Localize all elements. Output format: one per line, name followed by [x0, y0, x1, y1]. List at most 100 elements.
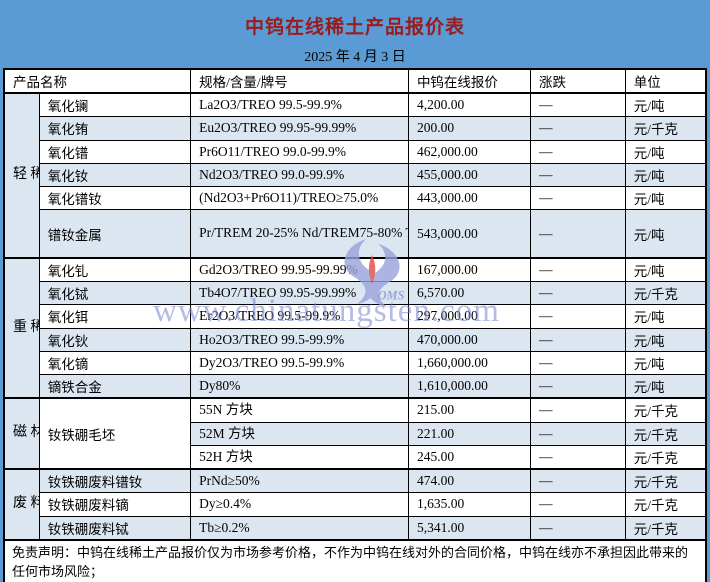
col-header-change: 涨跌 [529, 68, 626, 94]
price-cell: 1,635.00 [407, 492, 531, 517]
unit-cell: 元/吨 [624, 350, 707, 376]
unit-cell: 元/千克 [624, 468, 707, 494]
unit-cell: 元/千克 [624, 421, 707, 446]
product-name-cell: 钕铁硼毛坯 [38, 397, 192, 470]
product-name-cell: 钕铁硼废料镨钕 [38, 468, 192, 494]
spec-cell: Nd2O3/TREO 99.0-99.9% [190, 162, 409, 188]
table-row: 氧化钕 Nd2O3/TREO 99.0-99.9% 455,000.00— 元/吨 [4, 162, 707, 188]
unit-cell: 元/吨 [624, 185, 707, 211]
category-cell: 废 料 [3, 468, 40, 541]
unit-cell: 元/千克 [624, 444, 707, 470]
price-cell: 200.00 [407, 116, 531, 141]
table-row: 氧化镨钕 (Nd2O3+Pr6O11)/TREO≥75.0% 443,000.00—… [4, 185, 707, 211]
spec-cell: Tb≥0.2% [190, 515, 409, 541]
price-cell: 245.00 [407, 444, 531, 470]
change-cell: — [529, 116, 626, 141]
change-cell: — [529, 304, 626, 329]
table-row: 氧化铕 Eu2O3/TREO 99.95-99.99% 200.00— 元/千克 [4, 116, 707, 141]
product-name-cell: 氧化钆 [38, 256, 192, 282]
product-name-cell: 氧化钬 [38, 327, 192, 352]
spec-cell: 52M 方块 [190, 421, 409, 446]
change-cell: — [529, 421, 626, 446]
table-row: 氧化镝 Dy2O3/TREO 99.5-99.9% 1,660,000.00— 元/吨 [4, 350, 707, 376]
category-cell: 重 稀 土 [3, 256, 40, 399]
category-cell: 轻 稀 土 [3, 92, 40, 259]
unit-cell: 元/吨 [624, 92, 707, 118]
price-cell: 215.00 [407, 397, 531, 423]
unit-cell: 元/吨 [624, 139, 707, 164]
price-cell: 167,000.00 [407, 256, 531, 282]
product-name-cell: 氧化镨钕 [38, 185, 192, 211]
price-cell: 443,000.00 [407, 185, 531, 211]
col-header-spec: 规格/含量/牌号 [190, 68, 409, 94]
unit-cell: 元/吨 [624, 374, 707, 399]
price-cell: 462,000.00 [407, 139, 531, 164]
product-name-cell: 钕铁硼废料铽 [38, 515, 192, 541]
spec-cell: Gd2O3/TREO 99.95-99.99% [190, 256, 409, 282]
product-name-cell: 氧化镝 [38, 350, 192, 376]
table-row: 氧化铒 Er2O3/TREO 99.5-99.9% 297,000.00— 元/吨 [4, 304, 707, 329]
change-cell: — [529, 327, 626, 352]
price-cell: 543,000.00 [407, 209, 531, 259]
col-header-unit: 单位 [624, 68, 707, 94]
change-cell: — [529, 185, 626, 211]
change-cell: — [529, 468, 626, 494]
spec-cell: 52H 方块 [190, 444, 409, 470]
change-cell: — [529, 256, 626, 282]
table-row: 钕铁硼废料镝 Dy≥0.4% 1,635.00— 元/千克 [4, 492, 707, 517]
unit-cell: 元/吨 [624, 209, 707, 259]
spec-cell: 55N 方块 [190, 397, 409, 423]
table-row: 镝铁合金 Dy80% 1,610,000.00— 元/吨 [4, 374, 707, 399]
price-cell: 470,000.00 [407, 327, 531, 352]
unit-cell: 元/千克 [624, 397, 707, 423]
price-cell: 5,341.00 [407, 515, 531, 541]
table-row: 重 稀 土氧化钆Gd2O3/TREO 99.95-99.99%167,000.0… [3, 256, 707, 399]
product-name-cell: 氧化铒 [38, 304, 192, 329]
spec-cell: PrNd≥50% [190, 468, 409, 494]
unit-cell: 元/吨 [624, 327, 707, 352]
price-table-container: 产品名称 规格/含量/牌号 中钨在线报价 涨跌 单位 轻 稀 土氧化镧La2O3… [3, 68, 707, 582]
change-cell: — [529, 209, 626, 259]
change-cell: — [529, 515, 626, 541]
report-date: 2025 年 4 月 3 日 [304, 50, 406, 65]
price-cell: 297,000.00 [407, 304, 531, 329]
spec-cell: Tb4O7/TREO 99.95-99.99% [190, 280, 409, 306]
unit-cell: 元/千克 [624, 492, 707, 517]
spec-cell: Dy≥0.4% [190, 492, 409, 517]
spec-cell: Eu2O3/TREO 99.95-99.99% [190, 116, 409, 141]
unit-cell: 元/千克 [624, 280, 707, 306]
product-name-cell: 钕铁硼废料镝 [38, 492, 192, 517]
product-name-cell: 氧化镨 [38, 139, 192, 164]
change-cell: — [529, 280, 626, 306]
col-header-price: 中钨在线报价 [407, 68, 531, 94]
price-cell: 4,200.00 [407, 92, 531, 118]
category-cell: 磁 材 [3, 397, 40, 470]
table-row: 轻 稀 土氧化镧La2O3/TREO 99.5-99.9%4,200.00—元/… [3, 92, 707, 259]
change-cell: — [529, 492, 626, 517]
price-cell: 6,570.00 [407, 280, 531, 306]
unit-cell: 元/千克 [624, 116, 707, 141]
spec-cell: Er2O3/TREO 99.5-99.9% [190, 304, 409, 329]
unit-cell: 元/千克 [624, 515, 707, 541]
price-cell: 1,610,000.00 [407, 374, 531, 399]
change-cell: — [529, 92, 626, 118]
table-row: 氧化镨 Pr6O11/TREO 99.0-99.9% 462,000.00— 元/吨 [4, 139, 707, 164]
product-name-cell: 氧化钕 [38, 162, 192, 188]
price-cell: 455,000.00 [407, 162, 531, 188]
table-row: 钕铁硼废料铽 Tb≥0.2% 5,341.00— 元/千克 [4, 515, 707, 541]
product-name-cell: 氧化铽 [38, 280, 192, 306]
spec-cell: Pr/TREM 20-25% Nd/TREM75-80% TREM≥98.5% [190, 209, 409, 259]
change-cell: — [529, 444, 626, 470]
change-cell: — [529, 374, 626, 399]
disclaimer: 免责声明：中钨在线稀土产品报价仅为市场参考价格，不作为中钨在线对外的合同价格，中… [3, 540, 707, 582]
disclaimer-line1: 免责声明：中钨在线稀土产品报价仅为市场参考价格，不作为中钨在线对外的合同价格，中… [12, 544, 689, 579]
spec-cell: Dy80% [190, 374, 409, 399]
change-cell: — [529, 397, 626, 423]
unit-cell: 元/吨 [624, 304, 707, 329]
change-cell: — [529, 162, 626, 188]
table-row: 废 料钕铁硼废料镨钕PrNd≥50%474.00—元/千克 [3, 468, 707, 541]
price-cell: 221.00 [407, 421, 531, 446]
unit-cell: 元/吨 [624, 256, 707, 282]
table-row: 氧化钬 Ho2O3/TREO 99.5-99.9% 470,000.00— 元/吨 [4, 327, 707, 352]
